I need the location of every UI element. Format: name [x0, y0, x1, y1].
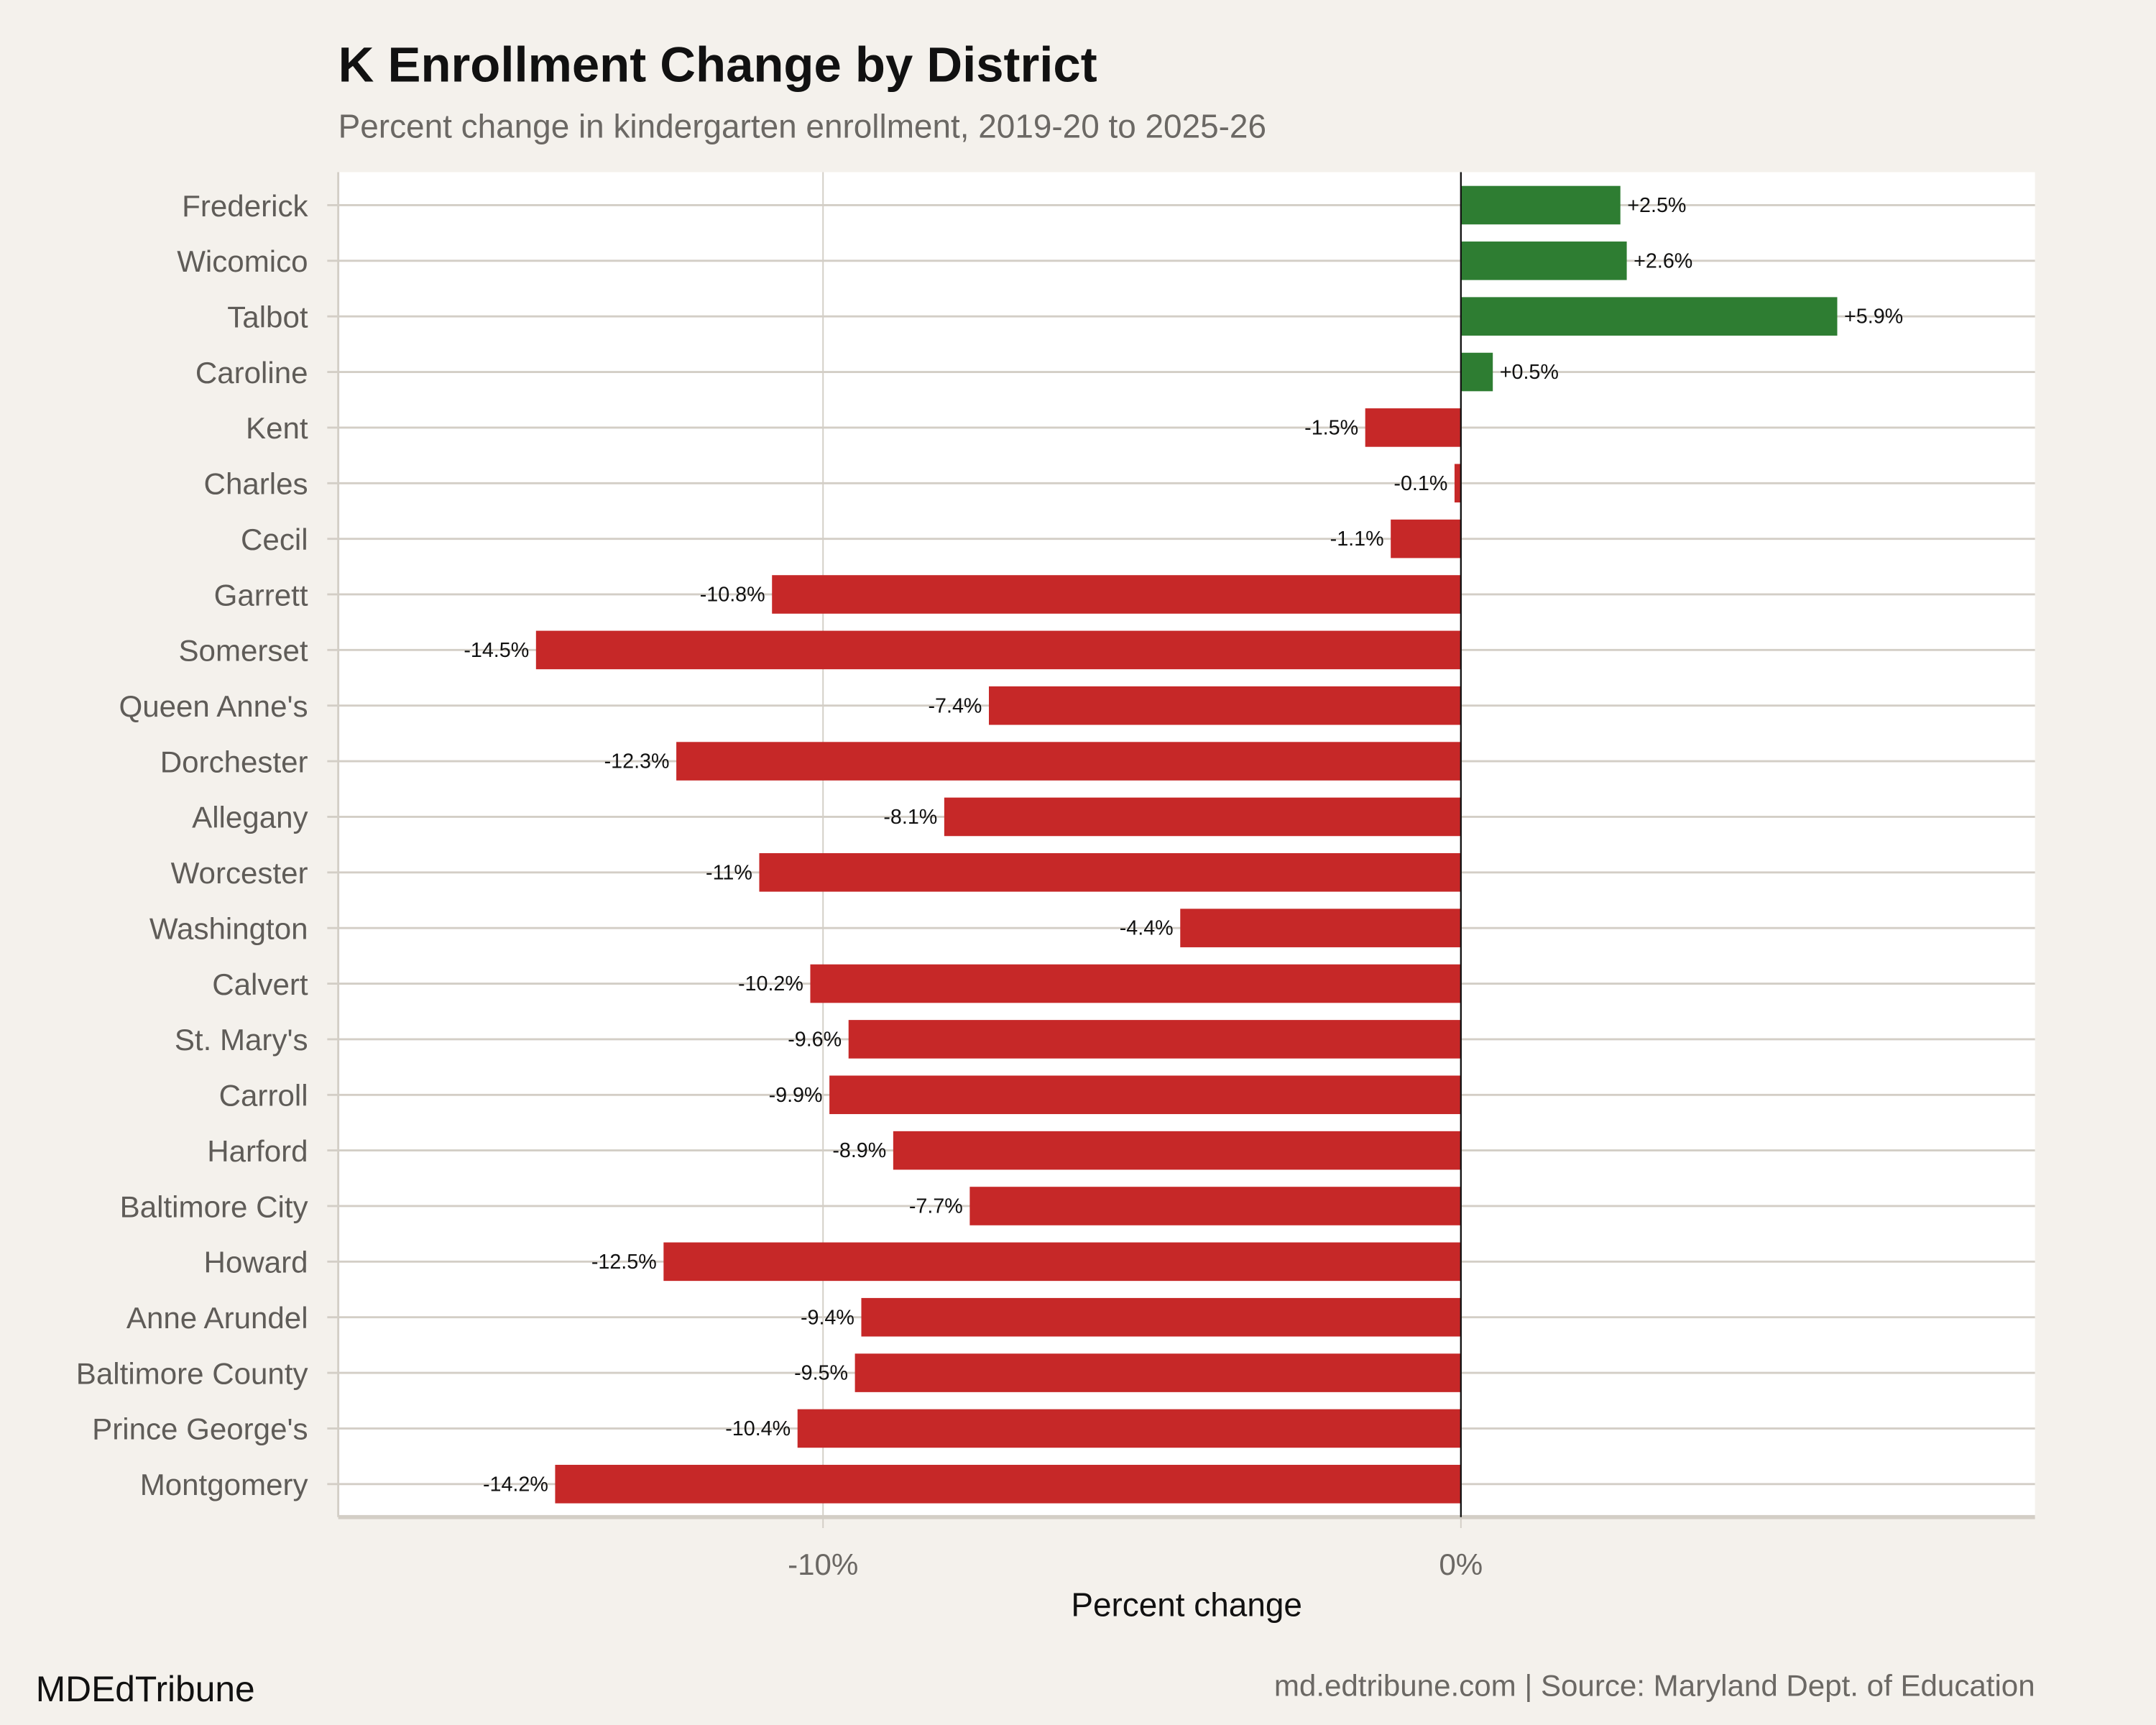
data-label: -11%: [706, 861, 752, 884]
bar: [1365, 408, 1461, 447]
y-tick-label: Charles: [204, 467, 308, 501]
y-tick-label: Talbot: [227, 300, 308, 334]
y-tick-label: Garrett: [214, 578, 308, 612]
bar: [944, 797, 1461, 837]
y-tick-label: Carroll: [219, 1079, 308, 1113]
footer-source: md.edtribune.com | Source: Maryland Dept…: [1274, 1668, 2035, 1702]
y-tick-label: Montgomery: [140, 1468, 308, 1501]
y-tick-label: Kent: [246, 411, 308, 445]
bar: [535, 630, 1461, 670]
chart-title: K Enrollment Change by District: [338, 37, 1097, 92]
y-tick-label: Prince George's: [92, 1412, 308, 1446]
y-tick-label: Howard: [204, 1246, 308, 1279]
bar: [969, 1187, 1461, 1225]
data-label: -14.5%: [464, 639, 529, 662]
bar: [676, 742, 1461, 781]
y-tick-label: Baltimore County: [76, 1356, 308, 1390]
bar: [854, 1353, 1461, 1392]
data-label: -14.2%: [483, 1473, 548, 1496]
y-tick-label: Wicomico: [177, 244, 308, 278]
y-tick-label: Calvert: [212, 967, 308, 1001]
bar: [1460, 242, 1627, 280]
data-label: -10.8%: [700, 584, 765, 607]
plot-panel: [338, 172, 2035, 1517]
data-label: -8.1%: [883, 806, 937, 829]
data-label: +5.9%: [1844, 305, 1903, 328]
bar: [1391, 519, 1461, 558]
data-label: -10.2%: [738, 972, 803, 995]
data-label: +2.6%: [1634, 249, 1692, 272]
bar: [772, 575, 1461, 614]
data-label: -7.7%: [909, 1195, 963, 1218]
y-tick-label: Baltimore City: [120, 1190, 308, 1223]
bar: [861, 1297, 1461, 1337]
data-label: -4.4%: [1120, 917, 1174, 940]
bar: [829, 1075, 1461, 1115]
data-label: -9.6%: [788, 1028, 842, 1051]
bar: [1460, 185, 1621, 225]
y-tick-label: Allegany: [192, 801, 308, 834]
y-tick-label: Cecil: [241, 523, 308, 556]
bar: [663, 1242, 1461, 1282]
data-label: -9.4%: [801, 1306, 854, 1329]
data-label: -12.5%: [591, 1251, 657, 1274]
y-tick-label: Frederick: [182, 189, 308, 223]
bar: [893, 1131, 1461, 1170]
data-label: -0.1%: [1393, 472, 1447, 495]
data-label: -9.9%: [769, 1084, 823, 1107]
plot-area: -10% 0% Frederick Wicomico Talbot Caroline Ken…: [76, 172, 2035, 1581]
y-tick-label: Queen Anne's: [119, 689, 308, 723]
x-axis-title: Percent change: [1071, 1586, 1302, 1623]
y-tick-label: St. Mary's: [175, 1023, 308, 1057]
y-tick-label: Somerset: [178, 634, 308, 668]
y-tick-label: Washington: [149, 911, 308, 945]
bar: [1180, 908, 1461, 947]
y-tick-label: Harford: [207, 1134, 308, 1168]
y-tick-label: Dorchester: [160, 745, 308, 778]
bar: [759, 853, 1461, 892]
bar: [797, 1409, 1461, 1448]
y-tick-label: Anne Arundel: [126, 1301, 308, 1335]
data-label: +2.5%: [1627, 194, 1686, 217]
x-tick-label: 0%: [1439, 1547, 1483, 1581]
data-label: -1.5%: [1304, 416, 1358, 439]
footer-brand: MDEdTribune: [36, 1669, 255, 1709]
data-label: -1.1%: [1330, 528, 1384, 551]
data-label: -10.4%: [725, 1417, 791, 1440]
data-label: -12.3%: [604, 750, 670, 773]
data-label: -9.5%: [794, 1362, 848, 1385]
bar: [1460, 352, 1493, 392]
bar: [848, 1020, 1461, 1059]
bar: [810, 964, 1461, 1003]
bar: [1460, 297, 1838, 336]
data-label: -7.4%: [928, 694, 982, 717]
chart-subtitle: Percent change in kindergarten enrollmen…: [338, 108, 1266, 145]
y-tick-label: Worcester: [171, 856, 308, 890]
bar: [555, 1465, 1461, 1504]
x-tick-label: -10%: [788, 1547, 858, 1581]
bar: [1454, 464, 1461, 503]
bar: [988, 686, 1461, 725]
data-label: +0.5%: [1500, 361, 1559, 384]
y-tick-label: Caroline: [195, 356, 308, 390]
data-label: -8.9%: [832, 1139, 886, 1162]
